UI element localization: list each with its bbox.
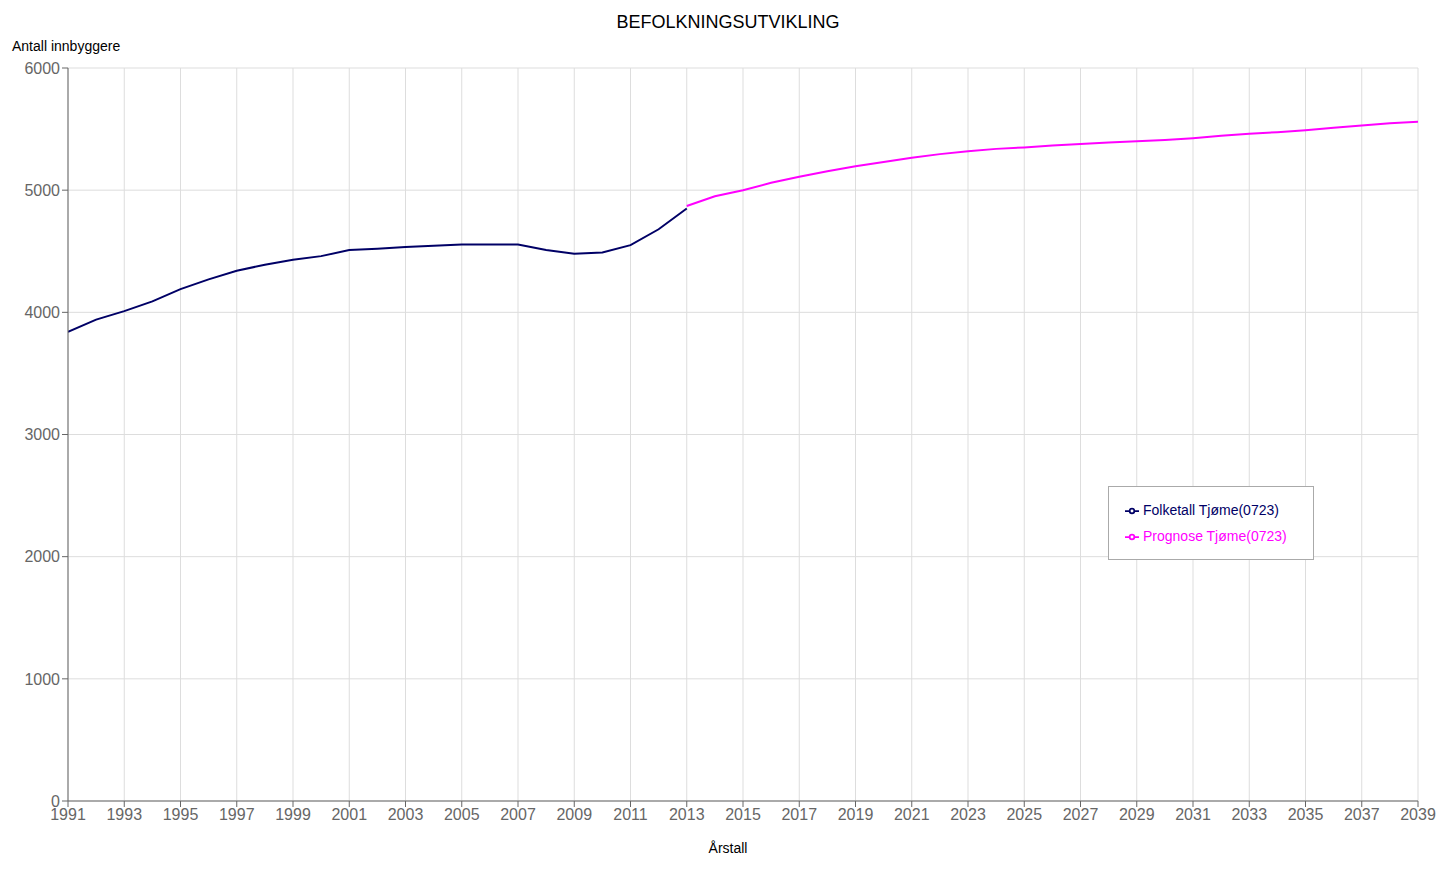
svg-text:2000: 2000 — [24, 548, 60, 565]
html-text:Antall innbyggere: Antall innbyggere — [12, 38, 121, 54]
svg-text:2013: 2013 — [669, 806, 705, 823]
html-text:Folketall Tjøme(0723): Folketall Tjøme(0723) — [1143, 502, 1279, 518]
svg-text:1993: 1993 — [106, 806, 142, 823]
svg-text:2005: 2005 — [444, 806, 480, 823]
svg-text:1991: 1991 — [50, 806, 86, 824]
svg-text:2019: 2019 — [838, 806, 874, 823]
svg-text:2007: 2007 — [500, 806, 536, 823]
svg-text:1999: 1999 — [275, 806, 311, 823]
svg-text:2025: 2025 — [1006, 806, 1042, 823]
svg-text:1000: 1000 — [24, 671, 60, 688]
svg-text:2039: 2039 — [1400, 806, 1436, 823]
svg-text:6000: 6000 — [24, 60, 60, 77]
svg-text:2037: 2037 — [1344, 806, 1380, 823]
html-text:Prognose Tjøme(0723): Prognose Tjøme(0723) — [1143, 528, 1287, 544]
svg-text:1995: 1995 — [163, 806, 199, 823]
svg-text:2001: 2001 — [331, 806, 367, 823]
svg-text:4000: 4000 — [24, 304, 60, 321]
svg-text:0: 0 — [51, 793, 60, 810]
svg-text:2003: 2003 — [388, 806, 424, 823]
svg-text:2011: 2011 — [613, 806, 648, 823]
svg-text:2027: 2027 — [1063, 806, 1099, 823]
svg-text:1997: 1997 — [219, 806, 255, 823]
svg-text:2021: 2021 — [894, 806, 930, 823]
svg-text:2029: 2029 — [1119, 806, 1155, 823]
svg-text:2031: 2031 — [1175, 806, 1211, 823]
svg-text:2017: 2017 — [781, 806, 817, 823]
html-text:BEFOLKNINGSUTVIKLING: BEFOLKNINGSUTVIKLING — [616, 12, 840, 32]
svg-text:5000: 5000 — [24, 182, 60, 199]
svg-text:2023: 2023 — [950, 806, 986, 823]
html-text:Årstall: Årstall — [708, 840, 748, 856]
svg-text:2035: 2035 — [1288, 806, 1324, 823]
svg-text:3000: 3000 — [24, 426, 60, 443]
svg-text:2033: 2033 — [1231, 806, 1267, 823]
svg-text:2015: 2015 — [725, 806, 761, 823]
svg-text:2009: 2009 — [556, 806, 592, 823]
